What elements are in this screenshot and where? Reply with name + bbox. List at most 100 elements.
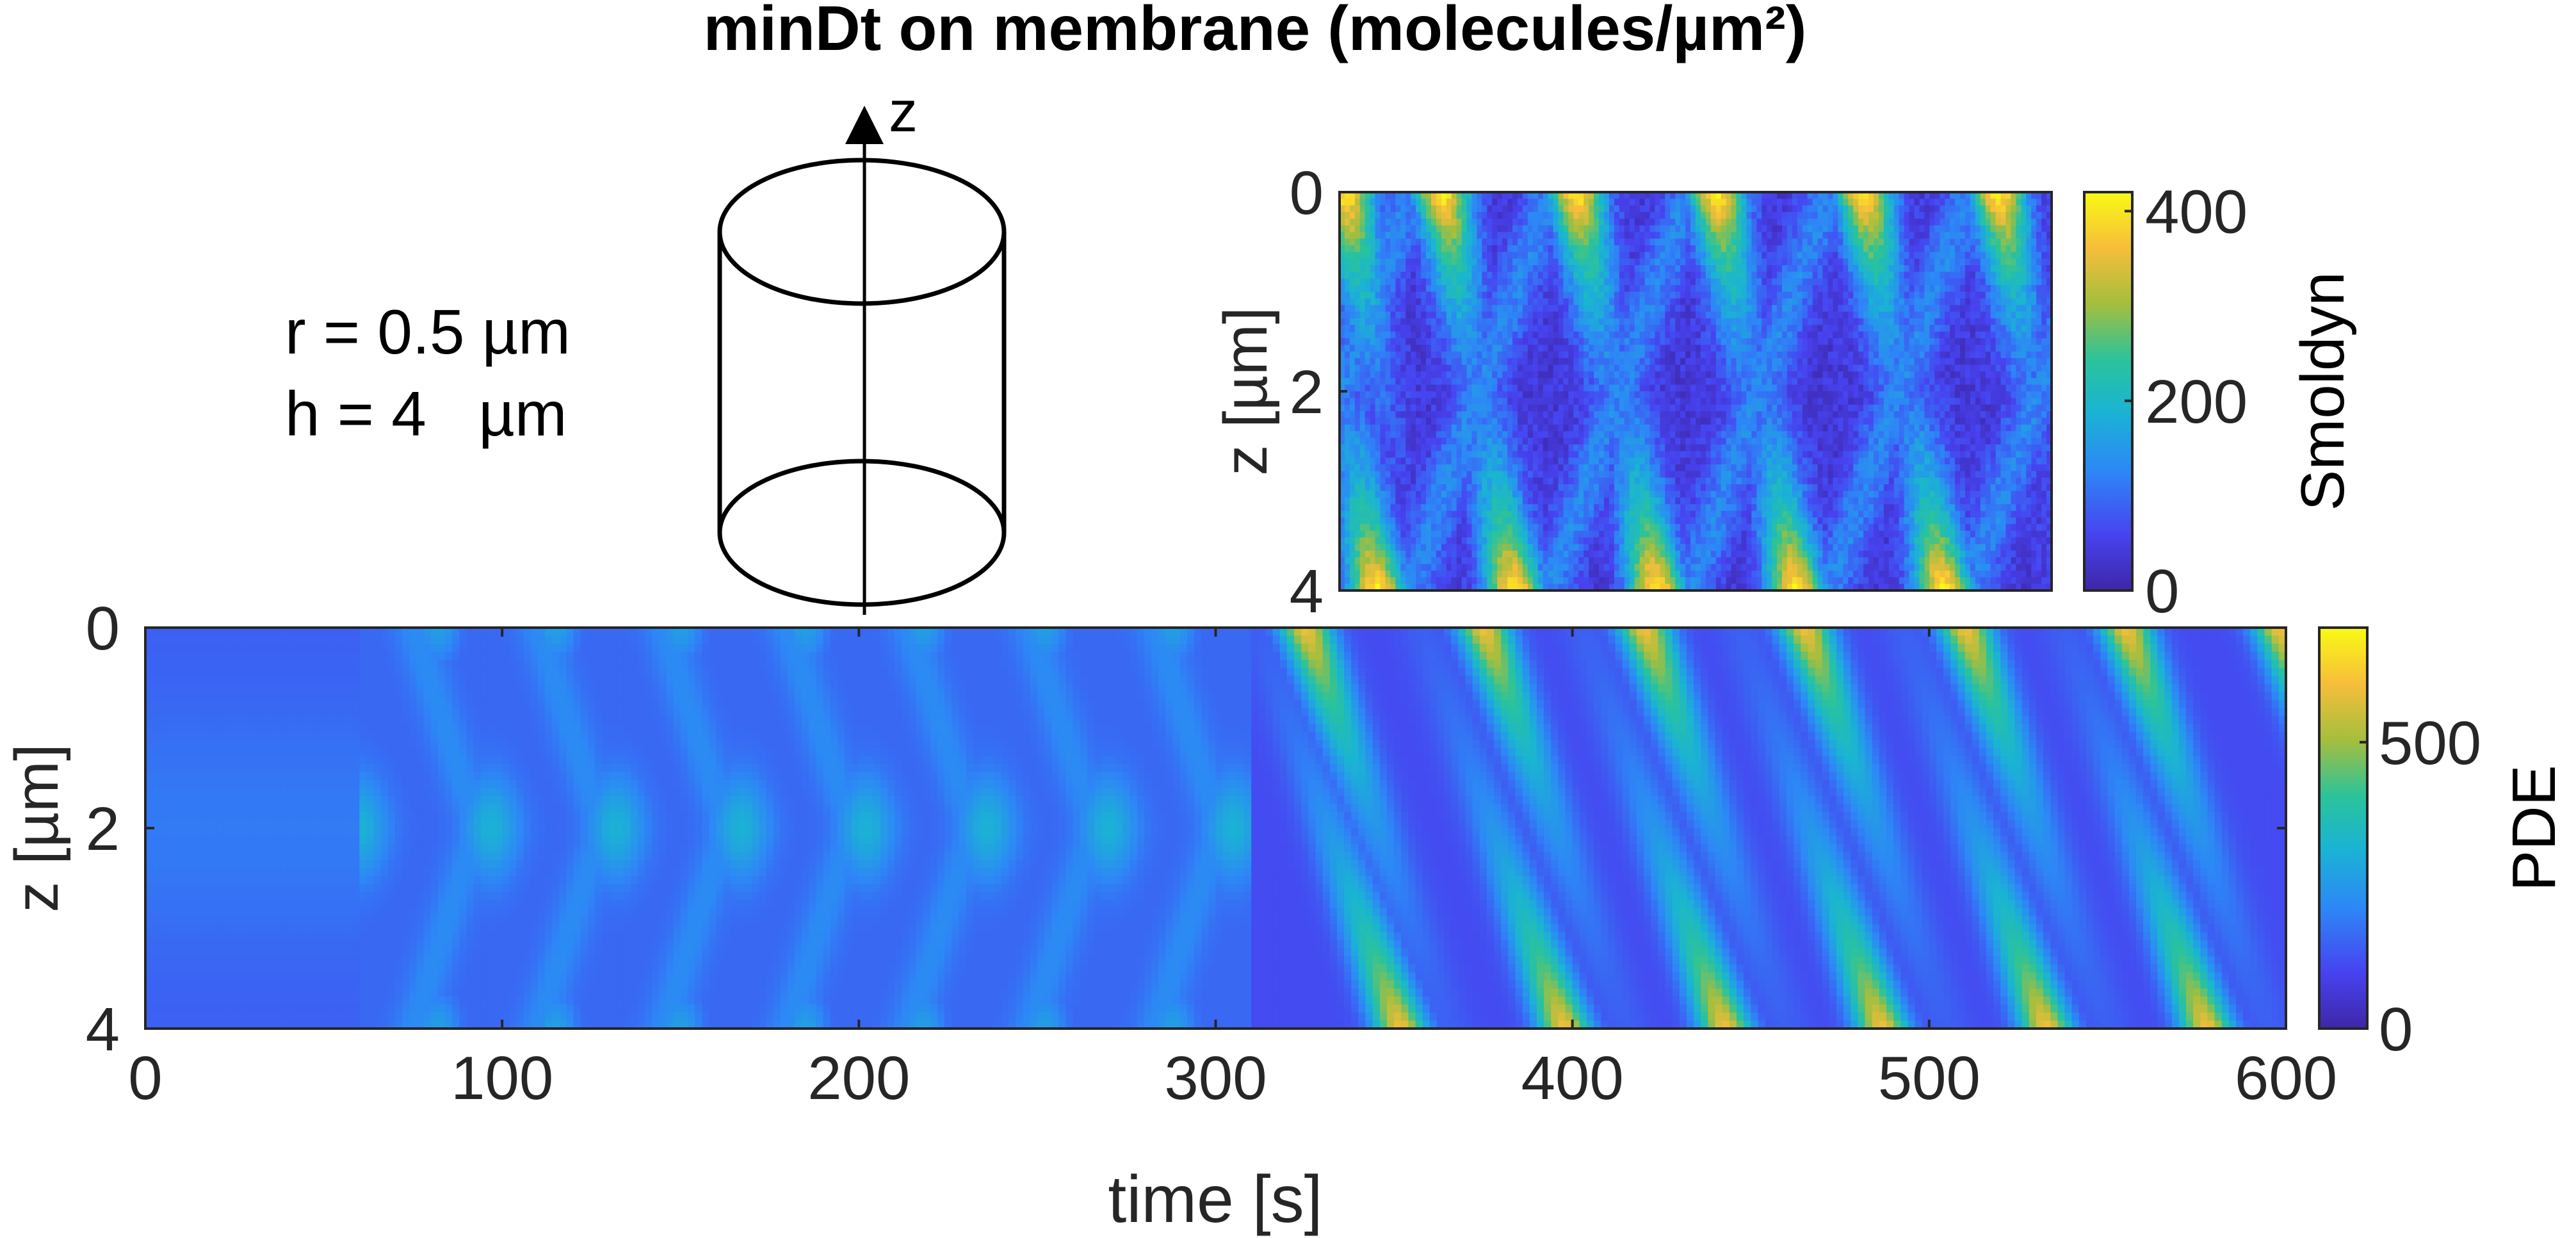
smoldyn-cell <box>1359 504 1366 512</box>
smoldyn-cell <box>1400 205 1406 213</box>
smoldyn-cell <box>1715 232 1722 240</box>
smoldyn-cell <box>1741 311 1747 319</box>
smoldyn-cell <box>1675 325 1681 332</box>
smoldyn-cell <box>1522 557 1528 565</box>
smoldyn-cell <box>1721 238 1727 246</box>
smoldyn-cell <box>1670 252 1676 259</box>
smoldyn-cell <box>1629 504 1635 512</box>
smoldyn-cell <box>1726 557 1732 565</box>
smoldyn-cell <box>1660 570 1665 578</box>
smoldyn-cell <box>1344 218 1350 226</box>
smoldyn-cell <box>1690 570 1696 578</box>
smoldyn-cell <box>1344 351 1350 359</box>
smoldyn-cell <box>1624 517 1630 525</box>
smoldyn-cell <box>1756 464 1762 471</box>
smoldyn-cell <box>1430 477 1437 485</box>
smoldyn-cell <box>1700 404 1706 412</box>
smoldyn-cell <box>1553 384 1559 392</box>
smoldyn-cell <box>1614 484 1620 492</box>
smoldyn-cell <box>1340 351 1345 359</box>
smoldyn-cell <box>1604 298 1610 305</box>
smoldyn-cell <box>1461 497 1468 505</box>
smoldyn-cell <box>1487 238 1493 246</box>
smoldyn-cell <box>1487 451 1493 459</box>
smoldyn-cell <box>1558 265 1564 272</box>
smoldyn-cell <box>1354 245 1361 252</box>
smoldyn-cell <box>1492 471 1498 478</box>
smoldyn-cell <box>1599 530 1605 538</box>
smoldyn-cell <box>1421 524 1427 532</box>
smoldyn-cell <box>1359 232 1366 240</box>
smoldyn-cell <box>1380 577 1386 585</box>
smoldyn-cell <box>1543 351 1549 359</box>
smoldyn-cell <box>1436 258 1442 266</box>
smoldyn-cell <box>1608 305 1615 313</box>
smoldyn-cell <box>1599 497 1605 505</box>
smoldyn-cell <box>1522 431 1528 439</box>
smoldyn-cell <box>1655 298 1660 305</box>
smoldyn-cell <box>1568 510 1574 518</box>
smoldyn-cell <box>1365 331 1371 339</box>
smoldyn-cell <box>1466 218 1473 226</box>
smoldyn-cell <box>1721 418 1727 425</box>
smoldyn-cell <box>1537 232 1544 240</box>
smoldyn-cell <box>1624 510 1630 518</box>
smoldyn-cell <box>1614 305 1620 313</box>
smoldyn-cell <box>1594 331 1600 339</box>
smoldyn-cell <box>1736 358 1742 366</box>
smoldyn-cell <box>1522 530 1528 538</box>
smoldyn-cell <box>1746 285 1752 293</box>
smoldyn-cell <box>1456 258 1462 266</box>
smoldyn-cell <box>1685 491 1691 498</box>
smoldyn-cell <box>1589 205 1594 213</box>
smoldyn-cell <box>1710 404 1717 412</box>
smoldyn-cell <box>1518 398 1523 405</box>
smoldyn-cell <box>1726 504 1732 512</box>
smoldyn-cell <box>1558 398 1564 405</box>
smoldyn-cell <box>1721 444 1727 452</box>
smoldyn-cell <box>1670 457 1676 465</box>
smoldyn-cell <box>1558 325 1564 332</box>
smoldyn-cell <box>1532 471 1539 478</box>
smoldyn-cell <box>1756 398 1762 405</box>
smoldyn-cell <box>1446 199 1452 206</box>
smoldyn-cell <box>1670 451 1676 459</box>
smoldyn-cell <box>1726 199 1732 206</box>
smoldyn-cell <box>1568 364 1574 372</box>
smoldyn-cell <box>1543 537 1549 545</box>
smoldyn-cell <box>1705 471 1712 478</box>
smoldyn-cell <box>1436 358 1442 366</box>
smoldyn-cell <box>1426 205 1432 213</box>
smoldyn-cell <box>1411 225 1416 232</box>
smoldyn-cell <box>1568 199 1574 206</box>
smoldyn-cell <box>1756 351 1762 359</box>
smoldyn-cell <box>1375 218 1381 226</box>
smoldyn-cell <box>1441 517 1447 525</box>
smoldyn-cell <box>1736 391 1742 398</box>
smoldyn-cell <box>1736 457 1742 465</box>
smoldyn-cell <box>1721 550 1727 558</box>
smoldyn-cell <box>1375 491 1381 498</box>
smoldyn-cell <box>1446 391 1452 398</box>
smoldyn-cell <box>1715 258 1722 266</box>
smoldyn-cell <box>1340 517 1345 525</box>
smoldyn-cell <box>1380 491 1386 498</box>
smoldyn-cell <box>1599 444 1605 452</box>
smoldyn-cell <box>1751 564 1757 571</box>
smoldyn-cell <box>1726 311 1732 319</box>
smoldyn-cell <box>1680 550 1686 558</box>
smoldyn-cell <box>1558 497 1564 505</box>
smoldyn-cell <box>1629 291 1635 299</box>
smoldyn-cell <box>1751 457 1757 465</box>
smoldyn-cell <box>1660 331 1665 339</box>
smoldyn-cell <box>1365 265 1371 272</box>
smoldyn-cell <box>1710 424 1717 432</box>
smoldyn-cell <box>1502 424 1508 432</box>
smoldyn-cell <box>1649 471 1656 478</box>
smoldyn-cell <box>1553 331 1559 339</box>
smoldyn-cell <box>1649 497 1656 505</box>
smoldyn-cell <box>1584 550 1589 558</box>
smoldyn-cell <box>1563 311 1569 319</box>
smoldyn-cell <box>1644 272 1651 279</box>
smoldyn-cell <box>1380 570 1386 578</box>
